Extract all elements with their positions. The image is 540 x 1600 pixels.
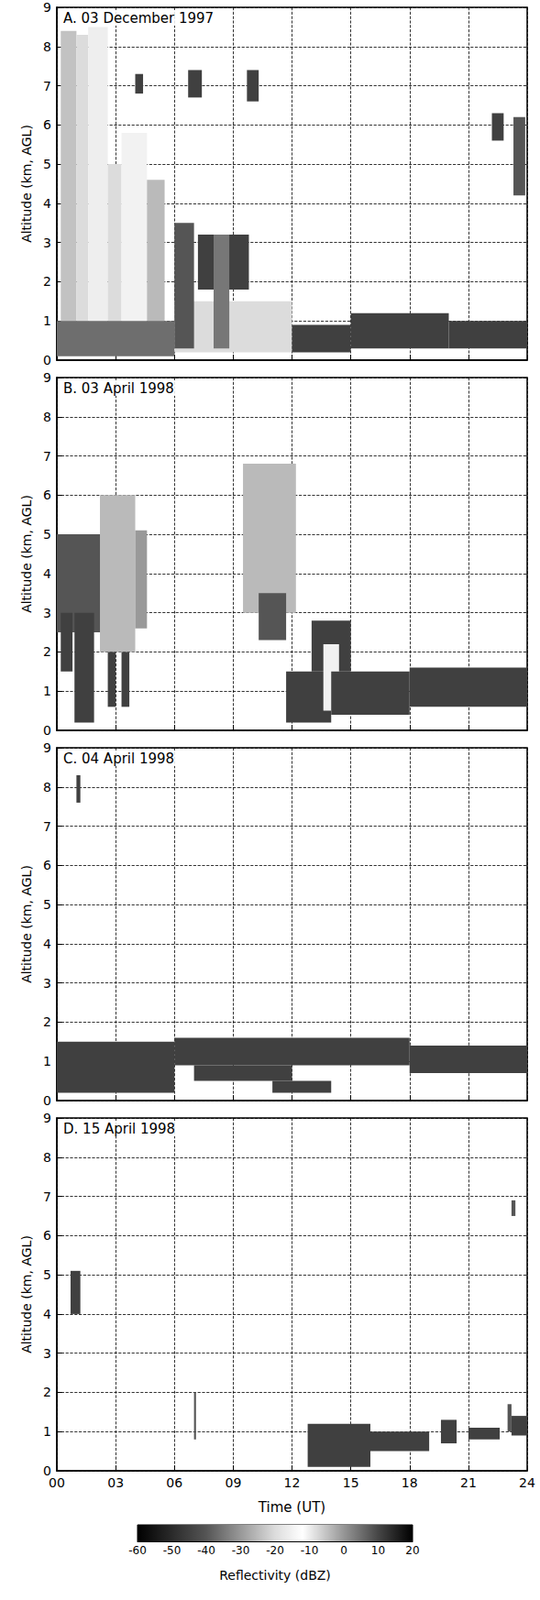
svg-text:18: 18 (401, 1476, 419, 1491)
svg-text:1: 1 (43, 1424, 52, 1440)
svg-text:4: 4 (43, 196, 52, 211)
svg-text:6: 6 (43, 117, 52, 133)
svg-text:9: 9 (43, 740, 52, 756)
svg-text:6: 6 (43, 1228, 52, 1244)
svg-text:Altitude (km, AGL): Altitude (km, AGL) (19, 1235, 34, 1355)
svg-text:7: 7 (43, 819, 52, 835)
svg-text:3: 3 (43, 606, 52, 621)
svg-text:1: 1 (43, 313, 52, 329)
svg-text:12: 12 (284, 1476, 301, 1491)
svg-text:-30: -30 (231, 1544, 251, 1558)
svg-text:D. 15 April 1998: D. 15 April 1998 (63, 1121, 176, 1138)
svg-text:3: 3 (43, 1346, 52, 1362)
svg-text:2: 2 (43, 1385, 52, 1400)
svg-text:0: 0 (43, 1464, 52, 1479)
svg-text:0: 0 (43, 1093, 52, 1109)
svg-text:-10: -10 (300, 1544, 320, 1558)
svg-text:-40: -40 (197, 1544, 216, 1558)
svg-text:2: 2 (43, 644, 52, 660)
svg-text:-20: -20 (265, 1544, 285, 1558)
svg-text:2: 2 (43, 274, 52, 289)
svg-text:9: 9 (43, 0, 52, 15)
svg-text:9: 9 (43, 370, 52, 386)
svg-text:4: 4 (43, 566, 52, 582)
svg-text:10: 10 (371, 1544, 386, 1558)
svg-text:8: 8 (43, 1150, 52, 1166)
svg-text:21: 21 (460, 1476, 477, 1491)
svg-text:Altitude (km, AGL): Altitude (km, AGL) (19, 495, 34, 614)
svg-text:5: 5 (43, 897, 52, 913)
svg-text:0: 0 (340, 1544, 348, 1558)
svg-text:7: 7 (43, 449, 52, 464)
svg-text:1: 1 (43, 683, 52, 699)
svg-text:2: 2 (43, 1014, 52, 1030)
svg-text:Reflectivity (dBZ): Reflectivity (dBZ) (219, 1568, 331, 1584)
svg-text:3: 3 (43, 235, 52, 251)
svg-text:Altitude (km, AGL): Altitude (km, AGL) (19, 865, 34, 984)
svg-text:8: 8 (43, 39, 52, 55)
svg-text:9: 9 (43, 1111, 52, 1126)
svg-text:06: 06 (165, 1476, 183, 1491)
svg-text:5: 5 (43, 1267, 52, 1283)
svg-text:A. 03 December 1997: A. 03 December 1997 (63, 10, 214, 27)
svg-text:6: 6 (43, 487, 52, 503)
svg-text:5: 5 (43, 527, 52, 542)
svg-text:0: 0 (43, 352, 52, 368)
svg-text:03: 03 (107, 1476, 124, 1491)
svg-text:5: 5 (43, 156, 52, 172)
svg-text:8: 8 (43, 780, 52, 795)
svg-text:4: 4 (43, 1307, 52, 1323)
svg-text:8: 8 (43, 409, 52, 425)
svg-text:3: 3 (43, 976, 52, 992)
svg-text:00: 00 (48, 1476, 66, 1491)
svg-text:-50: -50 (163, 1544, 182, 1558)
svg-text:6: 6 (43, 858, 52, 873)
svg-text:Altitude (km, AGL): Altitude (km, AGL) (19, 124, 34, 243)
svg-text:15: 15 (342, 1476, 360, 1491)
svg-text:7: 7 (43, 78, 52, 94)
svg-text:B. 03 April 1998: B. 03 April 1998 (63, 380, 175, 397)
svg-text:C. 04 April 1998: C. 04 April 1998 (63, 750, 175, 768)
svg-text:24: 24 (518, 1476, 536, 1491)
svg-text:0: 0 (43, 723, 52, 739)
svg-text:7: 7 (43, 1190, 52, 1205)
svg-text:20: 20 (405, 1544, 419, 1558)
svg-text:4: 4 (43, 936, 52, 952)
svg-text:1: 1 (43, 1054, 52, 1069)
svg-text:09: 09 (224, 1476, 242, 1491)
svg-text:-60: -60 (128, 1544, 147, 1558)
svg-text:Time (UT): Time (UT) (257, 1499, 326, 1517)
